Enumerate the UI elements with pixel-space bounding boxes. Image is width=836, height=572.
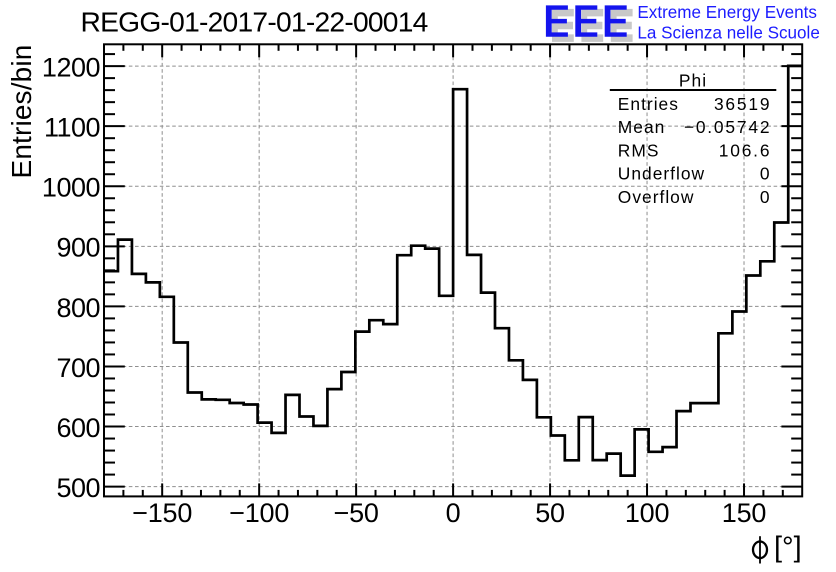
svg-text:50: 50 (535, 498, 565, 528)
svg-text:0: 0 (446, 498, 461, 528)
svg-text:500: 500 (56, 473, 100, 503)
svg-text:900: 900 (56, 233, 100, 263)
svg-text:700: 700 (56, 353, 100, 383)
svg-text:800: 800 (56, 293, 100, 323)
svg-text:Overflow: Overflow (618, 187, 695, 207)
svg-text:−0.05742: −0.05742 (684, 117, 771, 137)
svg-text:RMS: RMS (618, 140, 660, 160)
svg-text:−50: −50 (334, 498, 379, 528)
svg-text:[°]: [°] (774, 532, 802, 564)
svg-text:100: 100 (625, 498, 669, 528)
svg-text:0: 0 (760, 164, 771, 184)
svg-text:0: 0 (760, 187, 771, 207)
svg-text:1200: 1200 (42, 53, 100, 83)
svg-text:Entries/bin: Entries/bin (6, 45, 37, 179)
svg-text:−150: −150 (132, 498, 192, 528)
svg-text:Mean: Mean (618, 117, 666, 137)
svg-text:600: 600 (56, 413, 100, 443)
svg-text:Extreme Energy Events: Extreme Energy Events (637, 3, 817, 22)
svg-text:−100: −100 (229, 498, 289, 528)
svg-text:REGG-01-2017-01-22-00014: REGG-01-2017-01-22-00014 (81, 5, 428, 37)
svg-text:150: 150 (722, 498, 766, 528)
svg-text:La Scienza nelle Scuole: La Scienza nelle Scuole (637, 23, 819, 42)
svg-text:1000: 1000 (42, 173, 100, 203)
svg-text:Phi: Phi (679, 71, 707, 91)
svg-text:1100: 1100 (44, 113, 100, 143)
svg-text:106.6: 106.6 (719, 140, 772, 160)
svg-text:36519: 36519 (714, 94, 771, 114)
svg-text:Underflow: Underflow (618, 164, 705, 184)
svg-text:Entries: Entries (618, 94, 679, 114)
